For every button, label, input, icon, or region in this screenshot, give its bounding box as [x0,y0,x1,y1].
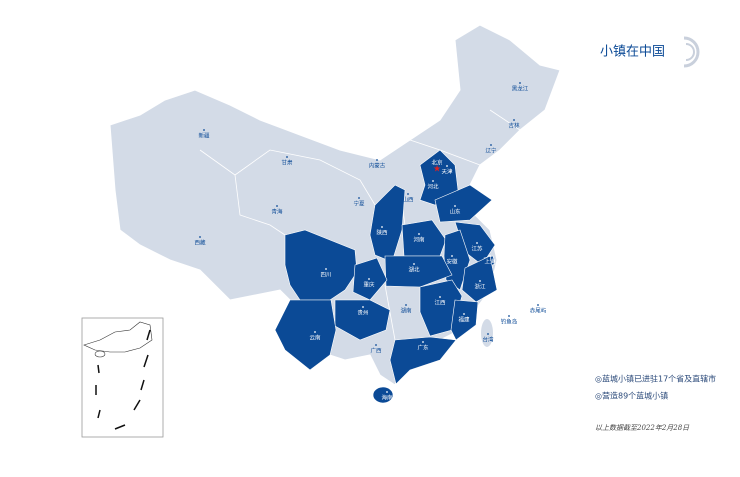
province-label: 四川 [320,272,331,279]
province-label: 陕西 [376,229,388,237]
province-label: 江苏 [471,245,483,253]
province-dot [422,341,424,343]
province-label: 湖北 [408,266,420,274]
province-dot [490,144,492,146]
capital-star: ★ [433,165,441,175]
province-dot [508,315,510,317]
inset-dashes [95,329,151,430]
province-highlight [284,229,358,301]
province-label: 河北 [427,183,439,191]
province-label: 海南 [381,394,393,402]
province-label: 内蒙古 [369,162,386,170]
province-dot [407,193,409,195]
province-highlight [274,299,337,371]
date-note: 以上数据截至2022年2月28日 [595,424,690,432]
province-label: 重庆 [363,281,375,289]
province-label: 山东 [449,208,461,216]
province-label: 贵州 [357,309,368,317]
province-label: 河南 [413,236,425,244]
province-dot [513,119,515,121]
province-dot [314,331,316,333]
title: 小镇在中国 [600,45,665,60]
province-dot [439,296,441,298]
border [199,149,286,236]
title-block: 小镇在中国 [600,36,700,68]
province-label: 天津 [441,169,453,176]
province-label: 广东 [417,344,429,352]
province-label: 甘肃 [281,159,293,167]
province-dot [432,180,434,182]
inset-coast [83,321,153,353]
province-label: 江西 [434,300,446,307]
province-label: 黑龙江 [512,85,529,93]
province-highlight [389,336,457,385]
province-dot [418,233,420,235]
province-dot [375,344,377,346]
province-dot [386,391,388,393]
province-dot [537,304,539,306]
province-label: 上海 [484,258,496,266]
province-dot [476,242,478,244]
province-dot [276,205,278,207]
province-highlight [401,219,447,257]
province-highlight [352,257,388,301]
province-dot [519,82,521,84]
title-icon [683,36,700,68]
note: ◎营造89个蓝城小镇 [595,391,668,401]
province-label: 赤尾屿 [530,307,547,315]
province-label: 安徽 [446,258,458,266]
province-highlight [450,299,479,341]
title-icon [685,43,695,61]
province-label: 西藏 [194,239,206,247]
inset-frame [81,317,164,438]
province-label: 新疆 [198,132,210,140]
province-dot [463,313,465,315]
province-dot [489,255,491,257]
province-highlight [372,386,394,404]
note: ◎蓝城小镇已进驻17个省及直辖市 [595,374,716,384]
province-dot [454,205,456,207]
taiwan [481,319,493,347]
province-dot [358,197,360,199]
province-label: 吉林 [508,122,520,130]
province-dot [203,129,205,131]
province-label: 浙江 [474,283,486,291]
province-label: 湖南 [400,307,412,315]
province-label: 辽宁 [485,147,497,155]
province-dot [451,255,453,257]
province-label: 山西 [402,196,414,204]
province-highlight [434,184,493,223]
highlighted-provinces [274,149,498,404]
province-label: 台湾 [482,336,494,344]
province-dot [376,159,378,161]
province-label: 青海 [271,208,283,216]
province-dot [286,156,288,158]
province-highlight [369,184,406,263]
province-label: 宁夏 [353,200,365,208]
border [234,149,376,206]
province-dot [405,304,407,306]
province-dot [487,333,489,335]
border [489,109,521,131]
province-label: 广西 [370,347,382,355]
province-dot [413,263,415,265]
border [384,284,396,341]
province-dot [325,268,327,270]
inset-island [94,350,106,358]
province-dot [446,165,448,167]
province-label: 云南 [309,334,321,342]
province-dot [368,278,370,280]
province-label: 钓鱼岛 [501,318,518,326]
province-label: 北京 [431,159,443,167]
province-dot [199,236,201,238]
province-dot [479,280,481,282]
province-dot [362,306,364,308]
province-dot [381,226,383,228]
inset-map [81,317,164,438]
province-highlight [461,255,498,303]
province-label: 福建 [458,316,470,324]
